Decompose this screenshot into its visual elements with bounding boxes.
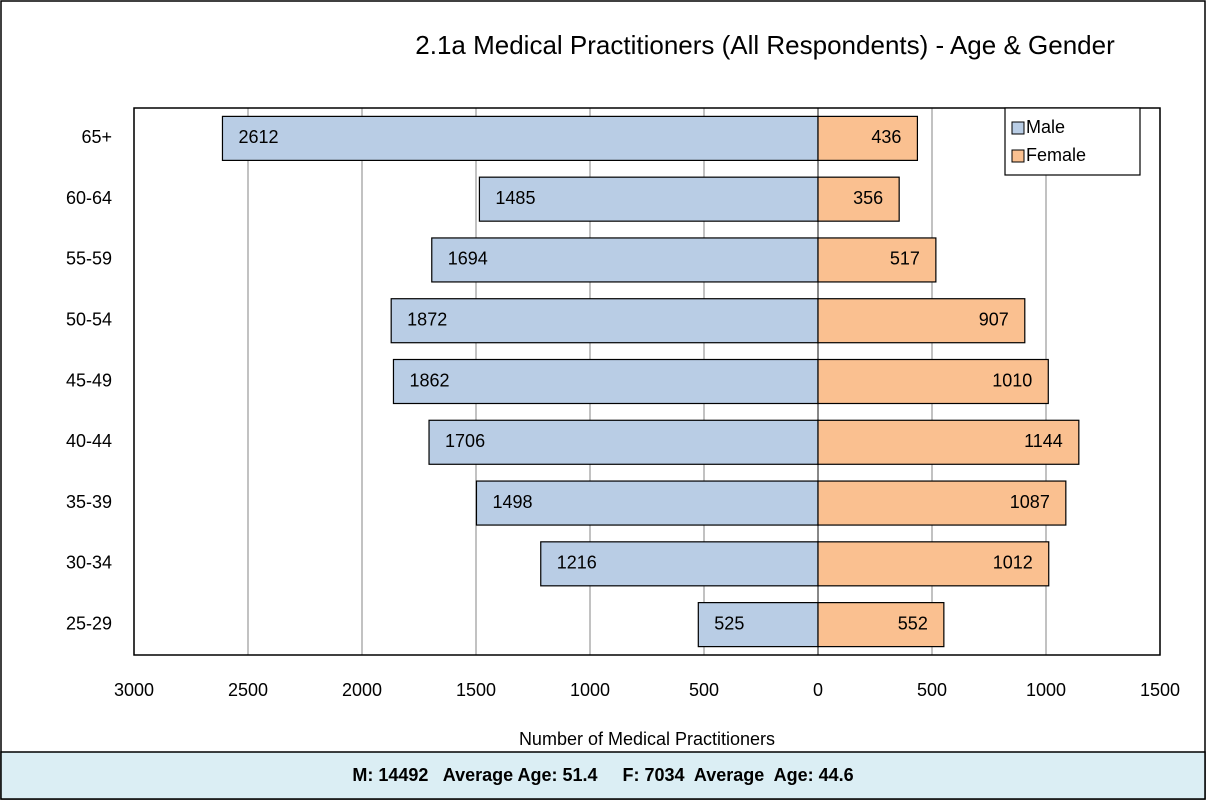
x-tick-label: 0	[813, 680, 823, 700]
x-tick-label: 500	[689, 680, 719, 700]
bar	[817, 480, 1067, 526]
bar	[817, 419, 1080, 465]
data-label: 525	[714, 613, 744, 633]
x-tick-label: 1000	[570, 680, 610, 700]
y-tick-label: 30-34	[66, 553, 112, 573]
legend-label: Female	[1026, 145, 1086, 165]
data-label: 517	[890, 249, 920, 269]
legend-label: Male	[1026, 117, 1065, 137]
bar	[540, 541, 819, 587]
bar	[817, 298, 1026, 344]
data-label: 1485	[495, 188, 535, 208]
data-label: 552	[898, 613, 928, 633]
footer-text: M: 14492 Average Age: 51.4 F: 7034 Avera…	[352, 765, 853, 785]
y-tick-label: 25-29	[66, 613, 112, 633]
bar	[478, 176, 819, 222]
y-tick-label: 60-64	[66, 188, 112, 208]
legend-swatch	[1011, 121, 1025, 135]
bar	[817, 541, 1050, 587]
data-label: 1144	[1024, 431, 1063, 451]
y-tick-label: 35-39	[66, 492, 112, 512]
data-label: 1216	[557, 553, 597, 573]
x-tick-label: 500	[917, 680, 947, 700]
data-label: 907	[979, 309, 1009, 329]
x-tick-label: 1500	[1140, 680, 1180, 700]
data-label: 1706	[445, 431, 485, 451]
bar	[817, 237, 937, 283]
bar	[428, 419, 819, 465]
x-tick-label: 2000	[342, 680, 382, 700]
x-axis-label: Number of Medical Practitioners	[519, 729, 775, 749]
data-label: 1012	[993, 553, 1033, 573]
footer-band	[0, 751, 1206, 800]
legend-box	[1004, 107, 1141, 176]
x-tick-label: 1500	[456, 680, 496, 700]
data-label: 356	[853, 188, 883, 208]
bar	[392, 358, 819, 405]
bar	[431, 237, 819, 283]
y-tick-label: 65+	[81, 127, 112, 147]
data-label: 1010	[992, 370, 1032, 390]
data-label: 1498	[492, 492, 532, 512]
bar	[817, 176, 900, 222]
y-tick-label: 45-49	[66, 370, 112, 390]
data-label: 1872	[407, 309, 447, 329]
data-label: 1694	[448, 249, 488, 269]
x-tick-label: 1000	[1026, 680, 1066, 700]
bar	[817, 602, 945, 648]
plot-border	[133, 107, 1161, 656]
bar	[475, 480, 819, 526]
bar	[817, 115, 919, 161]
bar	[221, 115, 819, 161]
bars: 2612 436 1485 356 1694 517 1872 907 1862 1010 1706…	[221, 115, 1080, 648]
data-label: 1087	[1010, 492, 1050, 512]
data-label: 1862	[409, 370, 449, 390]
data-label: 436	[871, 127, 901, 147]
y-tick-label: 50-54	[66, 309, 112, 329]
legend-swatch	[1011, 149, 1025, 163]
data-label: 2612	[238, 127, 278, 147]
legend: Male Female	[1004, 107, 1141, 176]
bar	[390, 298, 819, 344]
x-tick-label: 2500	[228, 680, 268, 700]
bar	[817, 358, 1049, 405]
y-tick-label: 55-59	[66, 249, 112, 269]
chart-title: 2.1a Medical Practitioners (All Responde…	[415, 30, 1115, 60]
y-tick-label: 40-44	[66, 431, 112, 451]
x-tick-label: 3000	[114, 680, 154, 700]
